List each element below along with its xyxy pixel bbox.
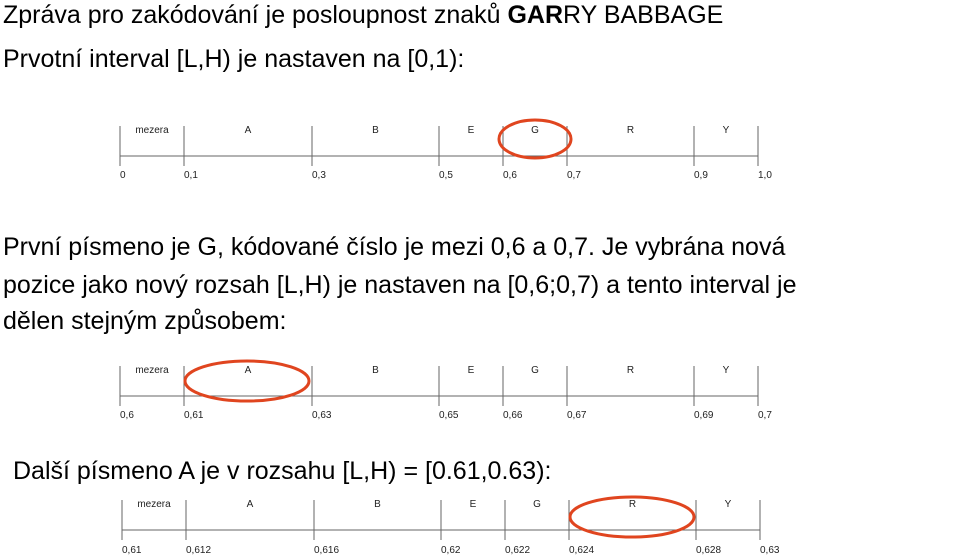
tick-label: 0,5 <box>439 170 453 181</box>
tick-label: 0,66 <box>503 410 523 421</box>
intro-bold-letters: GAR <box>507 1 564 29</box>
interval-diagram-2: mezera A B E G R Y 0,6 0,61 0,63 0,65 0,66 0,67 0,69 0… <box>119 359 772 421</box>
intro-text-rest: RY BABBAGE <box>563 1 724 29</box>
segment-label: E <box>468 365 475 376</box>
tick-label: 0,61 <box>184 410 204 421</box>
tick-label: 0,3 <box>312 170 326 181</box>
segment-label: R <box>627 125 634 136</box>
segment-label: G <box>533 499 541 510</box>
tick-label: 0,62 <box>441 545 461 556</box>
segment-label: Y <box>725 499 732 510</box>
segment-label: B <box>374 499 381 510</box>
highlight-ellipse <box>497 118 573 160</box>
segment-label: E <box>468 125 475 136</box>
tick-label: 0,63 <box>760 545 780 556</box>
tick-label: 0,628 <box>696 545 721 556</box>
tick-label: 0,61 <box>122 545 142 556</box>
tick-label: 0 <box>120 170 126 181</box>
tick-label: 0,7 <box>567 170 581 181</box>
segment-label: mezera <box>135 365 169 376</box>
tick-label: 0,1 <box>184 170 198 181</box>
tick-label: 0,624 <box>569 545 594 556</box>
segment-label: A <box>245 125 252 136</box>
segment-label: B <box>372 125 379 136</box>
intro-line-2: Prvotní interval [L,H) je nastaven na [0… <box>3 45 465 73</box>
segment-label: B <box>372 365 379 376</box>
paragraph2-line-1: První písmeno je G, kódované číslo je me… <box>3 233 786 261</box>
tick-label: 0,6 <box>120 410 134 421</box>
tick-label: 0,622 <box>505 545 530 556</box>
segment-label: R <box>627 365 634 376</box>
tick-label: 0,63 <box>312 410 332 421</box>
segment-label: A <box>245 365 252 376</box>
segment-label: G <box>531 365 539 376</box>
interval-diagram-3: mezera A B E G R Y 0,61 0,612 0,616 0,62 0,622 0,624… <box>121 495 780 556</box>
segment-label: A <box>247 499 254 510</box>
intro-line-1: Zpráva pro zakódování je posloupnost zna… <box>3 0 723 30</box>
paragraph2-line-2: pozice jako nový rozsah [L,H) je nastave… <box>3 271 797 299</box>
tick-label: 0,616 <box>314 545 339 556</box>
paragraph3-line-1: Další písmeno A je v rozsahu [L,H) = [0.… <box>13 457 552 485</box>
tick-label: 0,9 <box>694 170 708 181</box>
segment-label: Y <box>723 125 730 136</box>
tick-label: 1,0 <box>758 170 772 181</box>
paragraph2-line-3: dělen stejným způsobem: <box>3 307 287 335</box>
segment-label: R <box>629 499 636 510</box>
tick-label: 0,6 <box>503 170 517 181</box>
segment-label: mezera <box>137 499 171 510</box>
segment-label: E <box>470 499 477 510</box>
tick-label: 0,612 <box>186 545 211 556</box>
tick-label: 0,7 <box>758 410 772 421</box>
tick-label: 0,67 <box>567 410 587 421</box>
highlight-ellipse <box>568 495 696 539</box>
interval-diagram-1: mezera A B E G R Y 0 0,1 0,3 0,5 0,6 0,7 0,9 1,0 <box>119 118 772 181</box>
highlight-ellipse <box>183 359 311 403</box>
segment-label: mezera <box>135 125 169 136</box>
segment-label: Y <box>723 365 730 376</box>
segment-label: G <box>531 125 539 136</box>
tick-label: 0,65 <box>439 410 459 421</box>
intro-text: Zpráva pro zakódování je posloupnost zna… <box>3 1 508 29</box>
tick-label: 0,69 <box>694 410 714 421</box>
